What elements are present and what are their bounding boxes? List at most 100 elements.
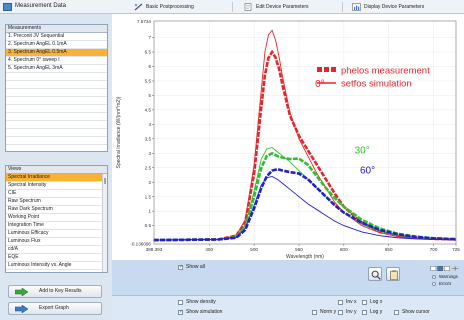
show-cursor-check[interactable] (394, 310, 399, 315)
norm-y-check[interactable] (312, 310, 317, 315)
y-tick-label: 5.5 (145, 79, 152, 84)
empty-row (6, 129, 107, 137)
log-y-checkbox[interactable]: Log y (362, 309, 382, 316)
view-item[interactable]: Raw Dark Spectrum (6, 206, 107, 214)
empty-row (6, 145, 107, 151)
x-min-label: 388.393 (146, 247, 163, 252)
norm-y-label: Norm y (320, 309, 337, 315)
measurement-item[interactable]: 5. Spectrum AngEL 3mA (6, 65, 107, 73)
inv-y-label: Inv y (346, 309, 357, 315)
inv-x-check[interactable] (338, 300, 343, 305)
series-line-simulation-red (153, 29, 457, 241)
y-tick-label: 1 (148, 209, 151, 214)
empty-row (6, 137, 107, 145)
y-min-label: -0.136096 (130, 242, 151, 247)
grid-view-icons[interactable] (430, 265, 460, 272)
series-line-simulation-green (153, 147, 457, 241)
display-options: Show density Show simulation Inv x Log x… (112, 295, 464, 320)
view-item[interactable]: Raw Spectrum (6, 198, 107, 206)
warnings-label: Warnings (439, 274, 458, 279)
show-all-check[interactable] (178, 264, 183, 271)
display-device-parameters-label: Display Device Parameters (364, 4, 425, 10)
show-cursor-checkbox[interactable]: Show cursor (394, 309, 430, 316)
x-tick-label: 500 (250, 247, 258, 252)
postprocessing-icon (134, 3, 143, 11)
series-line-measurement-blue (153, 167, 457, 242)
view-item[interactable]: Integration Time (6, 222, 107, 230)
log-y-check[interactable] (362, 310, 367, 315)
view-item-selected[interactable]: Spectral Irradiance (6, 174, 107, 182)
angle-annotation: 60° (360, 166, 375, 177)
measurement-item[interactable]: 1. Preconit JV Sequential (6, 33, 107, 41)
norm-y-checkbox[interactable]: Norm y (312, 309, 336, 316)
view-item[interactable]: EQE (6, 254, 107, 262)
view-item[interactable]: CIE (6, 190, 107, 198)
copy-button[interactable] (386, 267, 400, 281)
basic-postprocessing-button[interactable]: Basic Postprocessing (134, 3, 194, 11)
errors-radio[interactable]: Errors (432, 281, 451, 287)
series-line-simulation-blue (153, 175, 457, 241)
empty-row (6, 89, 107, 97)
view-item[interactable]: Luminous Flux (6, 238, 107, 246)
series-line-measurement-green (153, 151, 457, 242)
empty-row (6, 113, 107, 121)
log-x-checkbox[interactable]: Log x (362, 299, 382, 306)
series-layer (153, 29, 457, 242)
measurements-list: Measurements 1. Preconit JV Sequential 2… (5, 24, 108, 152)
zoom-button[interactable] (368, 267, 382, 281)
x-axis-label: Wavelength (nm) (286, 254, 324, 260)
display-chart-icon (352, 3, 361, 11)
x-tick-label: 650 (385, 247, 393, 252)
show-simulation-label: Show simulation (186, 309, 223, 315)
empty-row (6, 121, 107, 129)
edit-device-parameters-button[interactable]: Edit Device Parameters (244, 3, 309, 11)
y-tick-label: 0.5 (145, 223, 152, 228)
log-x-check[interactable] (362, 300, 367, 305)
show-density-checkbox[interactable]: Show density (178, 299, 216, 306)
display-device-parameters-button[interactable]: Display Device Parameters (352, 3, 424, 11)
view-item[interactable]: Working Point (6, 214, 107, 222)
x-tick-label: 600 (340, 247, 348, 252)
view-item[interactable]: cd/A (6, 246, 107, 254)
measurement-item[interactable]: 2. Spectrum AngEL 0.1mA (6, 41, 107, 49)
inv-y-check[interactable] (338, 310, 343, 315)
edit-device-parameters-label: Edit Device Parameters (256, 4, 309, 10)
view-item[interactable]: Luminous Efficacy (6, 230, 107, 238)
inv-x-checkbox[interactable]: Inv x (338, 299, 357, 306)
views-scrollbar[interactable] (102, 174, 107, 272)
export-graph-button[interactable]: Export Graph (8, 302, 102, 315)
y-tick-label: 2 (148, 180, 151, 185)
show-simulation-check[interactable] (178, 309, 183, 316)
view-item[interactable]: Spectral Intensity (6, 182, 107, 190)
panel-header: Measurement Data (0, 0, 112, 14)
legend-dash (331, 67, 336, 72)
show-all-label: Show all (186, 264, 205, 270)
errors-label: Errors (439, 281, 452, 286)
warnings-radio[interactable]: Warnings (432, 274, 458, 280)
views-header: Views (6, 166, 107, 174)
y-tick-label: 3.5 (145, 136, 152, 141)
panel-title: Measurement Data (15, 3, 67, 9)
errors-radio-dot[interactable] (432, 282, 436, 286)
warnings-radio-dot[interactable] (432, 275, 436, 279)
left-panel: Measurement Data Measurements 1. Preconi… (0, 0, 112, 320)
measurement-item-selected[interactable]: 3. Spectrum AngEL 0.5mA (6, 49, 107, 57)
empty-row (6, 73, 107, 81)
show-simulation-checkbox[interactable]: Show simulation (178, 309, 222, 316)
y-tick-label: 4.5 (145, 107, 152, 112)
y-tick-label: 1.5 (145, 194, 152, 199)
show-all-checkbox[interactable]: Show all (178, 264, 205, 271)
legend-dash (317, 67, 322, 72)
show-density-check[interactable] (178, 300, 183, 305)
inv-y-checkbox[interactable]: Inv y (338, 309, 357, 316)
log-x-label: Log x (370, 299, 383, 305)
measurement-item[interactable]: 4. Spectrum 0° sweep l (6, 57, 107, 65)
export-arrow-icon (15, 305, 28, 313)
angle-annotation: 0° (315, 79, 325, 90)
legend-dash (324, 67, 329, 72)
magnifier-icon (371, 270, 381, 280)
view-item[interactable]: Luminous Intensity vs. Angle (6, 262, 107, 270)
add-to-key-results-button[interactable]: Add to Key Results (8, 285, 102, 298)
measurement-data-icon (3, 3, 12, 11)
y-tick-label: 7 (148, 35, 151, 40)
